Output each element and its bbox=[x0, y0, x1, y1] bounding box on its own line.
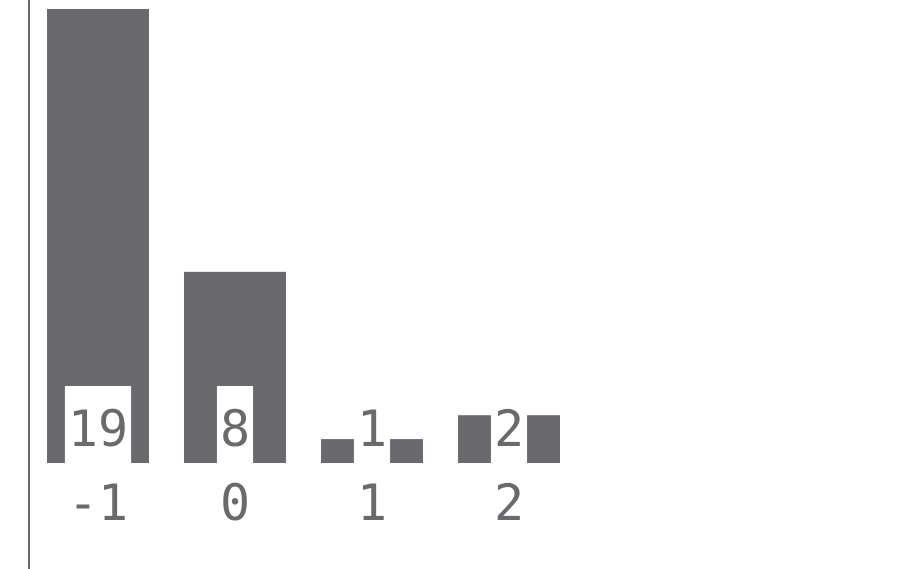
labels-layer: 19 -1 8 0 1 1 2 2 bbox=[64, 386, 528, 532]
category-label-2: 2 bbox=[494, 474, 524, 532]
value-label-bg--1 bbox=[64, 386, 132, 463]
category-label-0: 0 bbox=[220, 474, 250, 532]
category-label--1: -1 bbox=[68, 474, 128, 532]
value-label-2: 2 bbox=[494, 400, 524, 458]
value-label-0: 8 bbox=[220, 400, 250, 458]
value-label-bg-0 bbox=[216, 386, 254, 463]
category-label-1: 1 bbox=[357, 474, 387, 532]
value-label-1: 1 bbox=[357, 400, 387, 458]
value-label-bg-2 bbox=[490, 386, 528, 463]
value-label-bg-1 bbox=[353, 386, 391, 463]
value-label--1: 19 bbox=[68, 400, 128, 458]
